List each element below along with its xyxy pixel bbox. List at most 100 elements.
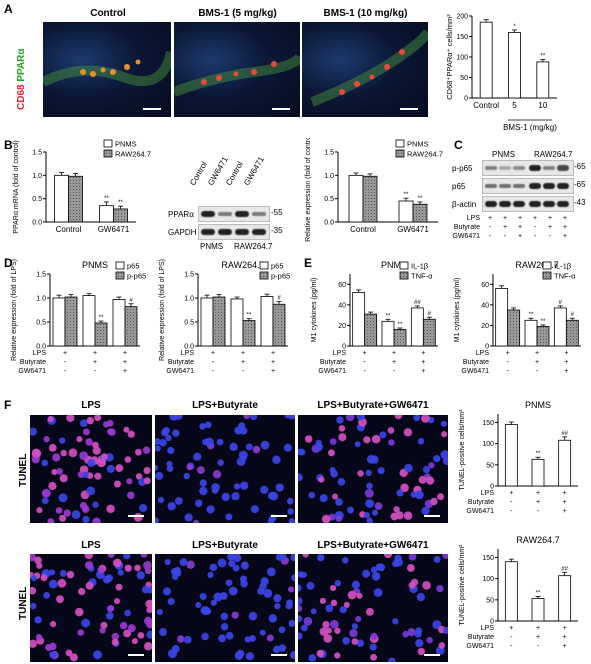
bar <box>362 175 378 223</box>
treatment-mark: + <box>123 359 127 366</box>
treatment-label: GW6471 <box>18 368 46 375</box>
treatment-mark: + <box>518 224 522 231</box>
treatment-mark: - <box>506 359 509 366</box>
treatment-mark: - <box>510 499 513 506</box>
y-tick-label: 100 <box>456 55 468 62</box>
treatment-label: GW6471 <box>452 233 480 240</box>
y-tick-label: 20 <box>481 323 489 330</box>
micrograph-bms5 <box>174 22 300 117</box>
significance-label: ** <box>104 196 109 202</box>
bar <box>64 296 78 347</box>
x-tick-label: 5 <box>512 101 517 110</box>
treatment-mark: + <box>563 490 567 497</box>
bar <box>507 309 521 347</box>
chart-b-protein: 0.0 0.5 1.0 1.5 Relative expression (fold of… <box>305 138 443 242</box>
f-title-lps-2: LPS <box>81 540 101 551</box>
treatment-mark: + <box>548 215 552 222</box>
bar <box>524 319 538 347</box>
y-tick-label: 1.0 <box>32 173 42 180</box>
y-tick-label: 0.0 <box>324 220 334 227</box>
treatment-mark: + <box>211 350 215 357</box>
y-axis-label: TUNEL-positive cells/mm² <box>459 544 466 626</box>
treatment-label: Butyrate <box>320 359 346 366</box>
treatment-mark: + <box>563 625 567 632</box>
significance-label: ## <box>414 300 421 306</box>
bar <box>260 296 274 347</box>
treatment-mark: + <box>363 350 367 357</box>
y-tick-label: 0.0 <box>184 344 194 351</box>
tunel-butyrate-pnms <box>155 415 295 523</box>
y-tick-label: 150 <box>482 420 494 427</box>
treatment-mark: - <box>506 368 509 375</box>
chart-title: PNMS <box>381 260 407 270</box>
bar <box>508 31 521 99</box>
treatment-mark: + <box>563 233 567 240</box>
legend-swatch <box>542 271 552 280</box>
y-axis-label: Relative expression (fold of LPS) <box>11 259 18 361</box>
image-title-bms5: BMS-1 (5 mg/kg) <box>198 8 277 19</box>
treatment-mark: + <box>563 215 567 222</box>
bar <box>99 205 114 223</box>
y-tick-label: 60 <box>481 282 489 289</box>
y-tick-label: 150 <box>482 555 494 562</box>
legend-swatch <box>103 139 113 148</box>
y-tick-label: 1.0 <box>184 296 194 303</box>
treatment-mark: + <box>241 359 245 366</box>
x-tick-label: GW6471 <box>397 225 429 234</box>
treatment-label: LPS <box>481 625 495 632</box>
treatment-label: LPS <box>476 350 490 357</box>
y-tick-label: 100 <box>482 576 494 583</box>
bar <box>348 174 364 223</box>
legend-swatch <box>103 149 113 158</box>
blot-c-treatments: LPS + + + + + + Butyrate - + + - + + GW6471 - - + - - + <box>452 215 567 240</box>
treatment-mark: + <box>271 350 275 357</box>
y-axis-label: Relative expression (fold of LPS) <box>159 259 166 361</box>
treatment-mark: - <box>504 233 507 240</box>
treatment-mark: - <box>363 359 366 366</box>
y-tick-label: 20 <box>338 323 346 330</box>
legend-label: IL-1β <box>411 262 429 271</box>
treatment-mark: + <box>533 215 537 222</box>
treatment-label: Butyrate <box>463 359 489 366</box>
treatment-mark: + <box>518 215 522 222</box>
treatment-mark: - <box>393 368 396 375</box>
treatment-mark: - <box>537 643 540 650</box>
treatment-label: GW6471 <box>318 368 346 375</box>
significance-label: # <box>277 295 281 301</box>
chart-title: RAW264.7 <box>221 260 264 270</box>
bar <box>230 298 244 347</box>
panel-label-b: B <box>4 138 13 152</box>
x-tick-label: 10 <box>538 101 547 110</box>
bar <box>242 320 256 347</box>
chart-title: PNMS <box>525 400 551 410</box>
treatment-label: Butyrate <box>468 499 494 506</box>
significance-label: ** <box>536 451 541 457</box>
treatment-mark: + <box>421 359 425 366</box>
y-axis-label: Relative expression (fold of control) <box>305 138 312 242</box>
legend-label: RAW264.7 <box>407 150 443 159</box>
chart-d-pnms: 0.0 0.5 1.0 1.5 Relative expression (fold of… <box>11 259 146 375</box>
treatment-mark: + <box>123 350 127 357</box>
bar <box>352 292 366 347</box>
bar <box>124 306 138 347</box>
bar <box>558 439 572 487</box>
blot-c-row-3: β-actin <box>452 200 477 209</box>
bar <box>504 561 518 622</box>
y-tick-label: 0 <box>342 344 346 351</box>
significance-label: ** <box>541 319 546 325</box>
bar <box>82 295 96 347</box>
bar <box>422 318 436 347</box>
bar <box>565 319 579 347</box>
legend-swatch <box>399 271 409 280</box>
stain-label: CD68 PPARα <box>16 48 27 110</box>
chart-d-raw: 0.0 0.5 1.0 1.5 Relative expression (fold of… <box>159 259 290 375</box>
significance-label: * <box>513 24 516 30</box>
significance-label: ** <box>247 313 252 319</box>
treatment-mark: - <box>510 508 513 515</box>
image-title-control: Control <box>90 8 126 19</box>
treatment-mark: + <box>563 499 567 506</box>
bar <box>272 303 286 347</box>
y-axis-label: PPARα mRNA (fold of control) <box>13 140 20 233</box>
panel-label-c: C <box>454 138 463 152</box>
blot-c-size-3: -43 <box>574 198 586 207</box>
